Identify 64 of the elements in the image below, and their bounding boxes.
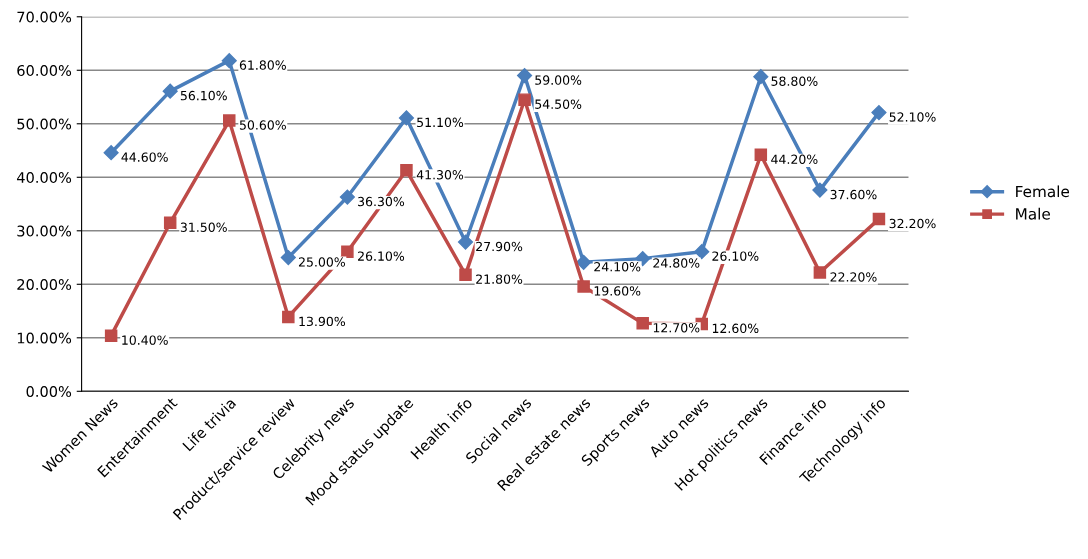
point (103, 145, 119, 161)
point (104, 329, 118, 342)
data-label: 25.00% (298, 257, 346, 267)
y-tick-label: 30.00% (17, 225, 72, 237)
point (636, 317, 649, 330)
point (577, 280, 590, 293)
y-tick-label: 10.00% (17, 332, 72, 344)
data-label: 26.10% (712, 251, 759, 261)
data-label: 56.10% (180, 90, 227, 101)
data-label: 44.20% (771, 154, 818, 164)
data-label: 12.60% (712, 323, 759, 334)
data-label: 36.30% (358, 196, 405, 207)
data-label: 21.80% (476, 274, 523, 284)
data-label: 44.60% (121, 152, 168, 162)
point (457, 234, 474, 250)
data-label: 10.40% (122, 335, 168, 345)
data-label: 51.10% (417, 117, 464, 128)
point (871, 104, 887, 121)
data-label: 54.50% (535, 99, 582, 109)
data-label: 19.60% (594, 286, 641, 296)
data-label: 13.90% (299, 316, 346, 327)
point (459, 268, 472, 281)
point (400, 164, 413, 177)
y-tick-label: 50.00% (17, 118, 72, 130)
point (517, 68, 533, 84)
data-label: 58.80% (771, 76, 818, 86)
data-label: 41.30% (416, 170, 464, 180)
point (163, 216, 177, 230)
data-label: 24.80% (653, 258, 700, 268)
y-tick-label: 40.00% (16, 172, 72, 184)
y-tick-label: 60.00% (17, 64, 72, 77)
data-label: 37.60% (830, 189, 877, 200)
point (282, 310, 295, 324)
point (813, 266, 827, 279)
point (341, 245, 354, 258)
point (872, 212, 886, 226)
data-label: 12.70% (653, 323, 700, 333)
data-label: 24.10% (594, 262, 641, 272)
legend-label: Female (1016, 185, 1070, 198)
data-label: 32.20% (889, 218, 936, 229)
data-label: 52.10% (889, 112, 936, 122)
point (753, 69, 769, 85)
point (812, 182, 828, 198)
data-label: 59.00% (535, 75, 582, 85)
point (398, 110, 415, 126)
y-tick-label: 0.00% (26, 386, 72, 398)
point (754, 148, 768, 162)
data-label: 27.90% (476, 241, 523, 252)
point (223, 114, 236, 127)
point (518, 93, 531, 106)
data-label: 22.20% (830, 272, 877, 282)
point (576, 254, 592, 270)
data-label: 26.10% (358, 251, 405, 261)
point (694, 244, 710, 260)
point (339, 189, 355, 205)
legend-label: Male (1016, 207, 1050, 220)
point (162, 83, 178, 99)
data-label: 50.60% (239, 120, 286, 130)
data-label: 31.50% (180, 222, 227, 232)
data-label: 61.80% (239, 60, 286, 70)
y-tick-label: 70.00% (17, 11, 72, 23)
y-tick-label: 20.00% (17, 279, 72, 291)
point (221, 53, 237, 69)
point (280, 249, 296, 266)
